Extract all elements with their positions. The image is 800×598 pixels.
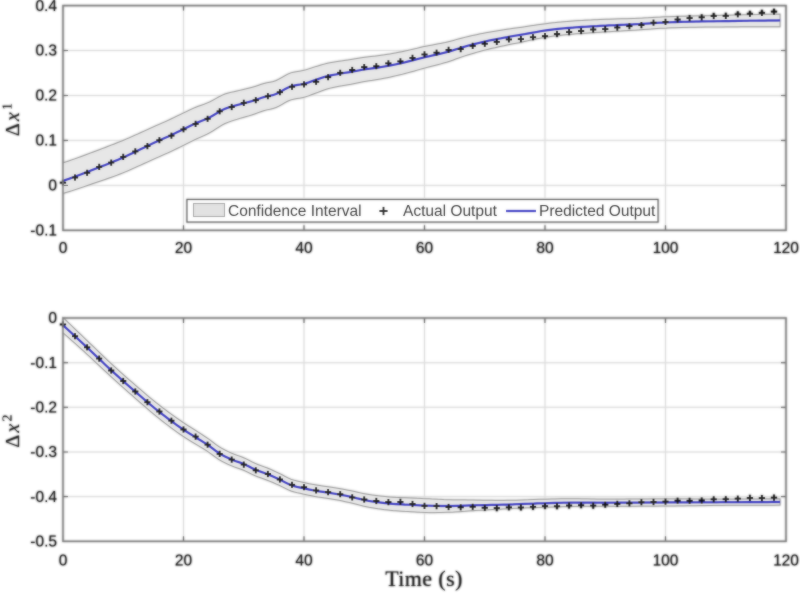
svg-text:0: 0 xyxy=(48,178,57,195)
svg-text:Confidence Interval: Confidence Interval xyxy=(228,203,362,220)
svg-text:60: 60 xyxy=(416,240,434,257)
svg-text:20: 20 xyxy=(175,553,193,570)
svg-text:0.3: 0.3 xyxy=(35,43,57,60)
svg-text:0.1: 0.1 xyxy=(35,133,57,150)
svg-text:-0.1: -0.1 xyxy=(30,223,57,240)
svg-text:100: 100 xyxy=(653,240,679,257)
svg-text:100: 100 xyxy=(653,240,679,257)
svg-text:80: 80 xyxy=(536,240,554,257)
svg-text:60: 60 xyxy=(416,240,434,257)
svg-text:20: 20 xyxy=(175,240,193,257)
svg-text:40: 40 xyxy=(295,553,313,570)
svg-text:0: 0 xyxy=(59,240,68,257)
svg-text:-0.1: -0.1 xyxy=(30,355,57,372)
svg-text:Δx2: Δx2 xyxy=(1,412,25,447)
svg-text:-0.5: -0.5 xyxy=(30,534,57,551)
svg-text:Δx1: Δx1 xyxy=(1,101,25,136)
svg-text:60: 60 xyxy=(416,553,434,570)
svg-text:80: 80 xyxy=(536,240,554,257)
svg-text:Actual Output: Actual Output xyxy=(403,203,498,220)
svg-text:0: 0 xyxy=(59,240,68,257)
svg-text:Predicted Output: Predicted Output xyxy=(539,203,656,220)
svg-text:Confidence Interval: Confidence Interval xyxy=(228,203,362,220)
svg-text:-0.1: -0.1 xyxy=(30,223,57,240)
svg-text:120: 120 xyxy=(773,240,799,257)
svg-text:0.1: 0.1 xyxy=(35,133,57,150)
svg-text:40: 40 xyxy=(295,240,313,257)
svg-text:80: 80 xyxy=(536,553,554,570)
svg-text:0.2: 0.2 xyxy=(35,88,57,105)
svg-text:40: 40 xyxy=(295,240,313,257)
svg-text:120: 120 xyxy=(773,553,799,570)
svg-text:40: 40 xyxy=(295,553,313,570)
svg-text:0: 0 xyxy=(59,553,68,570)
svg-text:0: 0 xyxy=(48,310,57,327)
svg-text:Predicted Output: Predicted Output xyxy=(539,203,656,220)
svg-text:60: 60 xyxy=(416,553,434,570)
svg-text:Actual Output: Actual Output xyxy=(403,203,498,220)
svg-text:0.4: 0.4 xyxy=(35,0,57,15)
svg-text:0.4: 0.4 xyxy=(35,0,57,15)
svg-text:-0.1: -0.1 xyxy=(30,355,57,372)
svg-text:-0.5: -0.5 xyxy=(30,534,57,551)
svg-text:-0.3: -0.3 xyxy=(30,444,57,461)
svg-text:120: 120 xyxy=(773,553,799,570)
svg-text:-0.4: -0.4 xyxy=(30,489,57,506)
svg-text:0.3: 0.3 xyxy=(35,43,57,60)
svg-text:Time (s): Time (s) xyxy=(385,566,463,591)
svg-text:100: 100 xyxy=(653,553,679,570)
svg-text:-0.3: -0.3 xyxy=(30,444,57,461)
svg-text:20: 20 xyxy=(175,553,193,570)
svg-text:80: 80 xyxy=(536,553,554,570)
svg-text:0.2: 0.2 xyxy=(35,88,57,105)
svg-text:-0.4: -0.4 xyxy=(30,489,57,506)
svg-text:20: 20 xyxy=(175,240,193,257)
svg-text:Δx2: Δx2 xyxy=(1,412,25,447)
svg-text:0: 0 xyxy=(59,553,68,570)
svg-text:Time (s): Time (s) xyxy=(385,566,463,591)
svg-text:-0.2: -0.2 xyxy=(30,400,57,417)
svg-text:120: 120 xyxy=(773,240,799,257)
svg-text:Δx1: Δx1 xyxy=(1,101,25,136)
svg-text:0: 0 xyxy=(48,178,57,195)
svg-text:-0.2: -0.2 xyxy=(30,400,57,417)
svg-text:100: 100 xyxy=(653,553,679,570)
svg-text:0: 0 xyxy=(48,310,57,327)
